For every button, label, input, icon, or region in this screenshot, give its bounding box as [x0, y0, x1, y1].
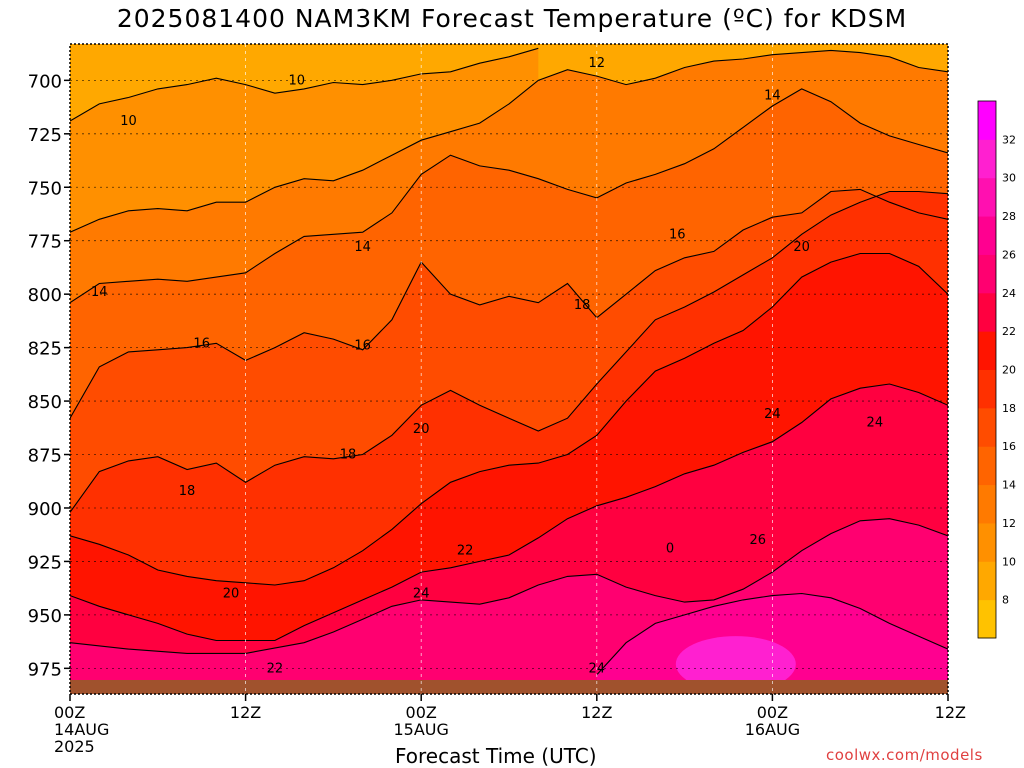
- x-tick-label: 14AUG: [54, 720, 109, 739]
- x-tick-label: 2025: [54, 737, 95, 756]
- contour-18: [70, 190, 948, 513]
- contour-22: [70, 383, 948, 642]
- contour-label: 24: [867, 415, 884, 430]
- colorbar: 8 10 12 14 16 18 20 22 24 26 28 30 32: [977, 100, 1016, 639]
- colorbar-label: 24: [1002, 287, 1016, 300]
- contour-label: 16: [354, 338, 371, 353]
- chart-title: 2025081400 NAM3KM Forecast Temperature (…: [116, 4, 908, 33]
- contour-16: [70, 188, 948, 419]
- grid-lines: [70, 44, 948, 694]
- contour-label: 14: [764, 88, 781, 103]
- ground-surface: [70, 680, 948, 694]
- contour-label: 0: [666, 542, 674, 557]
- y-tick-label: 950: [28, 606, 62, 627]
- colorbar-swatch: [978, 139, 996, 179]
- ground-fill: [70, 680, 948, 694]
- contour-label: 20: [223, 587, 240, 602]
- contour-label: 12: [589, 56, 606, 71]
- contour-label: 24: [413, 587, 430, 602]
- colorbar-swatch: [978, 484, 996, 524]
- contour-label: 22: [267, 661, 284, 676]
- y-tick-label: 925: [28, 552, 62, 573]
- colorbar-label: 18: [1002, 402, 1016, 415]
- contour-14: [70, 88, 948, 304]
- colorbar-swatch: [978, 522, 996, 562]
- colorbar-label: 16: [1002, 440, 1016, 453]
- contour-label: 18: [340, 448, 357, 463]
- x-tick-label: 12Z: [581, 703, 612, 722]
- contour-12: [70, 49, 948, 233]
- colorbar-swatch: [978, 599, 996, 639]
- contour-label: 20: [793, 240, 810, 255]
- colorbar-label: 20: [1002, 364, 1016, 377]
- y-tick-label: 900: [28, 499, 62, 520]
- y-tick-label: 700: [28, 71, 62, 92]
- y-tick-label: 825: [28, 339, 62, 360]
- contour-label: 16: [193, 336, 210, 351]
- y-tick-label: 850: [28, 392, 62, 413]
- y-tick-label: 975: [28, 659, 62, 680]
- colorbar-label: 14: [1002, 479, 1016, 492]
- colorbar-swatch: [978, 446, 996, 486]
- contour-label: 14: [91, 285, 108, 300]
- temperature-bands: [70, 44, 948, 694]
- colorbar-label: 12: [1002, 517, 1016, 530]
- contour-10: [70, 47, 539, 122]
- x-tick-label: 12Z: [230, 703, 261, 722]
- colorbar-label: 8: [1002, 594, 1009, 607]
- y-tick-label: 875: [28, 446, 62, 467]
- colorbar-label: 30: [1002, 172, 1016, 185]
- y-tick-label: 800: [28, 285, 62, 306]
- colorbar-label: 32: [1002, 133, 1016, 146]
- x-tick-label: 00Z: [54, 703, 85, 722]
- contour-label: 18: [574, 298, 591, 313]
- contour-26: [596, 592, 948, 676]
- colorbar-label: 28: [1002, 210, 1016, 223]
- y-tick-label: 775: [28, 232, 62, 253]
- y-tick-label: 725: [28, 125, 62, 146]
- colorbar-label: 10: [1002, 555, 1016, 568]
- contour-label: 26: [749, 533, 766, 548]
- x-tick-label: 00Z: [757, 703, 788, 722]
- contour-lines: [70, 47, 948, 676]
- band-30-blob: [675, 636, 796, 693]
- colorbar-swatch: [978, 254, 996, 294]
- colorbar-outline: [977, 100, 997, 639]
- colorbar-swatch: [978, 331, 996, 370]
- contour-label: 22: [457, 544, 474, 559]
- contour-label: 20: [413, 422, 430, 437]
- contour-label: 18: [179, 484, 196, 499]
- colorbar-swatch: [978, 216, 996, 255]
- colorbar-swatch: [978, 369, 996, 409]
- colorbar-label: 26: [1002, 248, 1016, 261]
- colorbar-swatch: [978, 101, 996, 140]
- contour-labels: 10 10 12 14 14 14 16 16 16 18 18 18 20 20 20 22 22 24 24 24…: [91, 56, 883, 676]
- y-tick-label: 750: [28, 178, 62, 199]
- contour-20: [70, 252, 948, 586]
- y-axis-ticks: 700 725 750 775 800 825 850 875 900 925 950 975: [28, 71, 70, 680]
- contour-label: 10: [120, 114, 137, 129]
- contour-24: [70, 518, 948, 654]
- colorbar-swatch: [978, 177, 996, 217]
- colorbar-swatch: [978, 561, 996, 601]
- x-tick-label: 16AUG: [745, 720, 800, 739]
- x-tick-label: 00Z: [406, 703, 437, 722]
- colorbar-label: 22: [1002, 325, 1016, 338]
- watermark: coolwx.com/models: [826, 746, 983, 764]
- contour-label: 24: [764, 407, 781, 422]
- colorbar-swatch: [978, 407, 996, 447]
- contour-label: 16: [669, 227, 686, 242]
- x-tick-label: 15AUG: [393, 720, 448, 739]
- contour-label: 14: [354, 240, 371, 255]
- contour-label: 10: [289, 73, 306, 88]
- contour-label: 24: [589, 661, 606, 676]
- x-axis-label: Forecast Time (UTC): [395, 744, 597, 768]
- x-tick-label: 12Z: [935, 703, 966, 722]
- colorbar-swatch: [978, 292, 996, 332]
